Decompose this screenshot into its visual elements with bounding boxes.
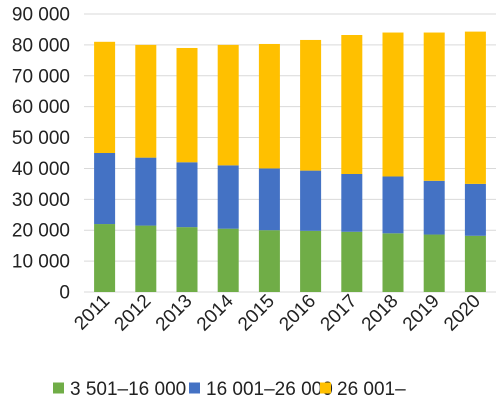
bar-segment	[341, 174, 363, 232]
y-tick-label: 80 000	[12, 35, 70, 56]
legend-label: 3 501–16 000	[70, 379, 186, 400]
y-tick-label: 0	[59, 283, 70, 304]
y-axis-ticks: 0 10 000 20 000 30 000 40 000 50 000 60 000 70 …	[12, 5, 70, 304]
y-tick-label: 70 000	[12, 66, 70, 87]
bar-segment	[382, 176, 404, 234]
bar-segment	[423, 234, 445, 292]
legend-label: 16 001–26 000	[206, 379, 333, 400]
bar-segment	[300, 170, 322, 231]
y-tick-label: 50 000	[12, 128, 70, 149]
bar-segment	[135, 225, 157, 292]
bar-segment	[382, 233, 404, 292]
bar-segment	[300, 230, 322, 292]
bar-segment	[217, 165, 239, 229]
bar-segment	[341, 231, 363, 292]
bar-segment	[300, 39, 322, 171]
bar-segment	[258, 230, 280, 292]
y-tick-label: 90 000	[12, 5, 70, 26]
bar-segment	[341, 35, 363, 175]
legend: 3 501–16 000 16 001–26 000 26 001–	[53, 379, 406, 400]
legend-swatch	[53, 382, 64, 394]
bar-segment	[176, 47, 198, 163]
bar-segment	[464, 183, 486, 236]
x-tick-label: 2013	[152, 291, 197, 336]
bar-segment	[217, 44, 239, 166]
bar-segment	[423, 32, 445, 181]
x-tick-label: 2012	[111, 291, 156, 336]
bar-segment	[135, 44, 157, 158]
y-tick-label: 20 000	[12, 221, 70, 242]
y-tick-label: 60 000	[12, 97, 70, 118]
bar-segment	[464, 31, 486, 184]
legend-swatch	[320, 382, 331, 394]
bar-segment	[94, 41, 116, 153]
legend-label: 26 001–	[337, 379, 406, 400]
x-tick-label: 2011	[70, 291, 114, 335]
bar-segment	[464, 235, 486, 292]
bar-segment	[176, 227, 198, 292]
y-tick-label: 40 000	[12, 159, 70, 180]
bar-segment	[217, 228, 239, 292]
x-tick-label: 2018	[358, 291, 403, 336]
x-tick-label: 2020	[440, 291, 485, 336]
bar-segment	[423, 180, 445, 235]
x-tick-label: 2017	[317, 291, 362, 336]
bar-segment	[258, 43, 280, 169]
x-tick-label: 2014	[193, 290, 238, 335]
y-tick-label: 30 000	[12, 190, 70, 211]
bar-segment	[382, 32, 404, 177]
bar-segment	[94, 153, 116, 225]
x-tick-label: 2016	[275, 291, 320, 336]
bar-segment	[258, 168, 280, 231]
y-tick-label: 10 000	[12, 252, 70, 273]
legend-swatch	[189, 382, 200, 394]
bars	[94, 31, 486, 292]
x-tick-label: 2019	[399, 291, 444, 336]
bar-segment	[94, 224, 116, 292]
bar-segment	[135, 157, 157, 226]
bar-segment	[176, 162, 198, 228]
x-tick-label: 2015	[234, 291, 279, 336]
